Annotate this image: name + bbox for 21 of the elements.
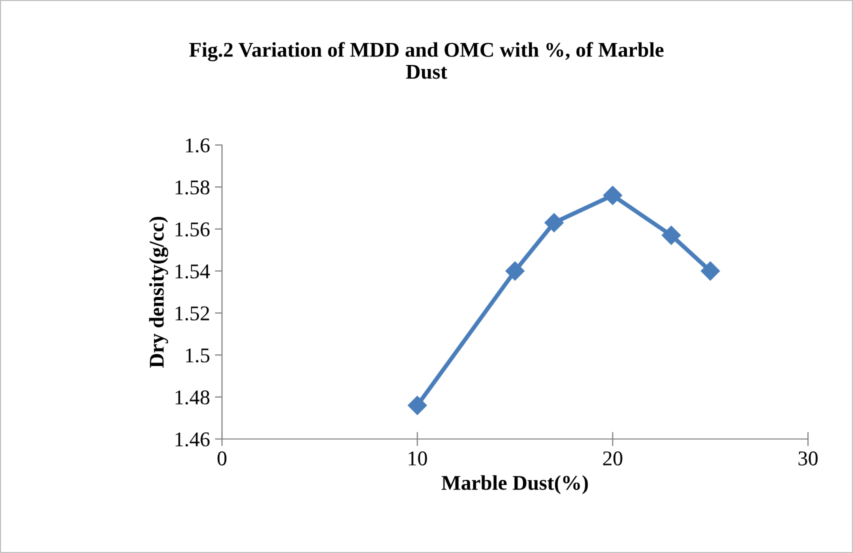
point <box>603 186 622 205</box>
y-tick-label: 1.6 <box>186 138 210 153</box>
y-tick-label: 1.58 <box>176 180 210 195</box>
x-tick-label: 10 <box>408 451 427 466</box>
point <box>408 396 427 415</box>
x-tick-label: 20 <box>603 451 622 466</box>
x-tick-label: 0 <box>218 451 226 466</box>
y-tick-label: 1.56 <box>176 222 210 237</box>
y-tick-label: 1.48 <box>176 390 210 405</box>
point <box>544 213 564 232</box>
y-tick-label: 1.52 <box>176 306 210 321</box>
y-tick-label: 1.54 <box>176 264 210 279</box>
y-axis-title: Dry density(g/cc) <box>149 216 168 368</box>
x-axis-title: Marble Dust(%) <box>442 475 588 494</box>
y-tick-label: 1.46 <box>176 432 210 447</box>
chart-title: Fig.2 Variation of MDD and OMC with %, of Marble Dust <box>189 42 664 79</box>
x-tick-label: 30 <box>798 451 818 466</box>
point <box>700 261 720 281</box>
point <box>662 226 681 245</box>
point <box>505 261 525 281</box>
y-tick-label: 1.5 <box>186 348 210 363</box>
